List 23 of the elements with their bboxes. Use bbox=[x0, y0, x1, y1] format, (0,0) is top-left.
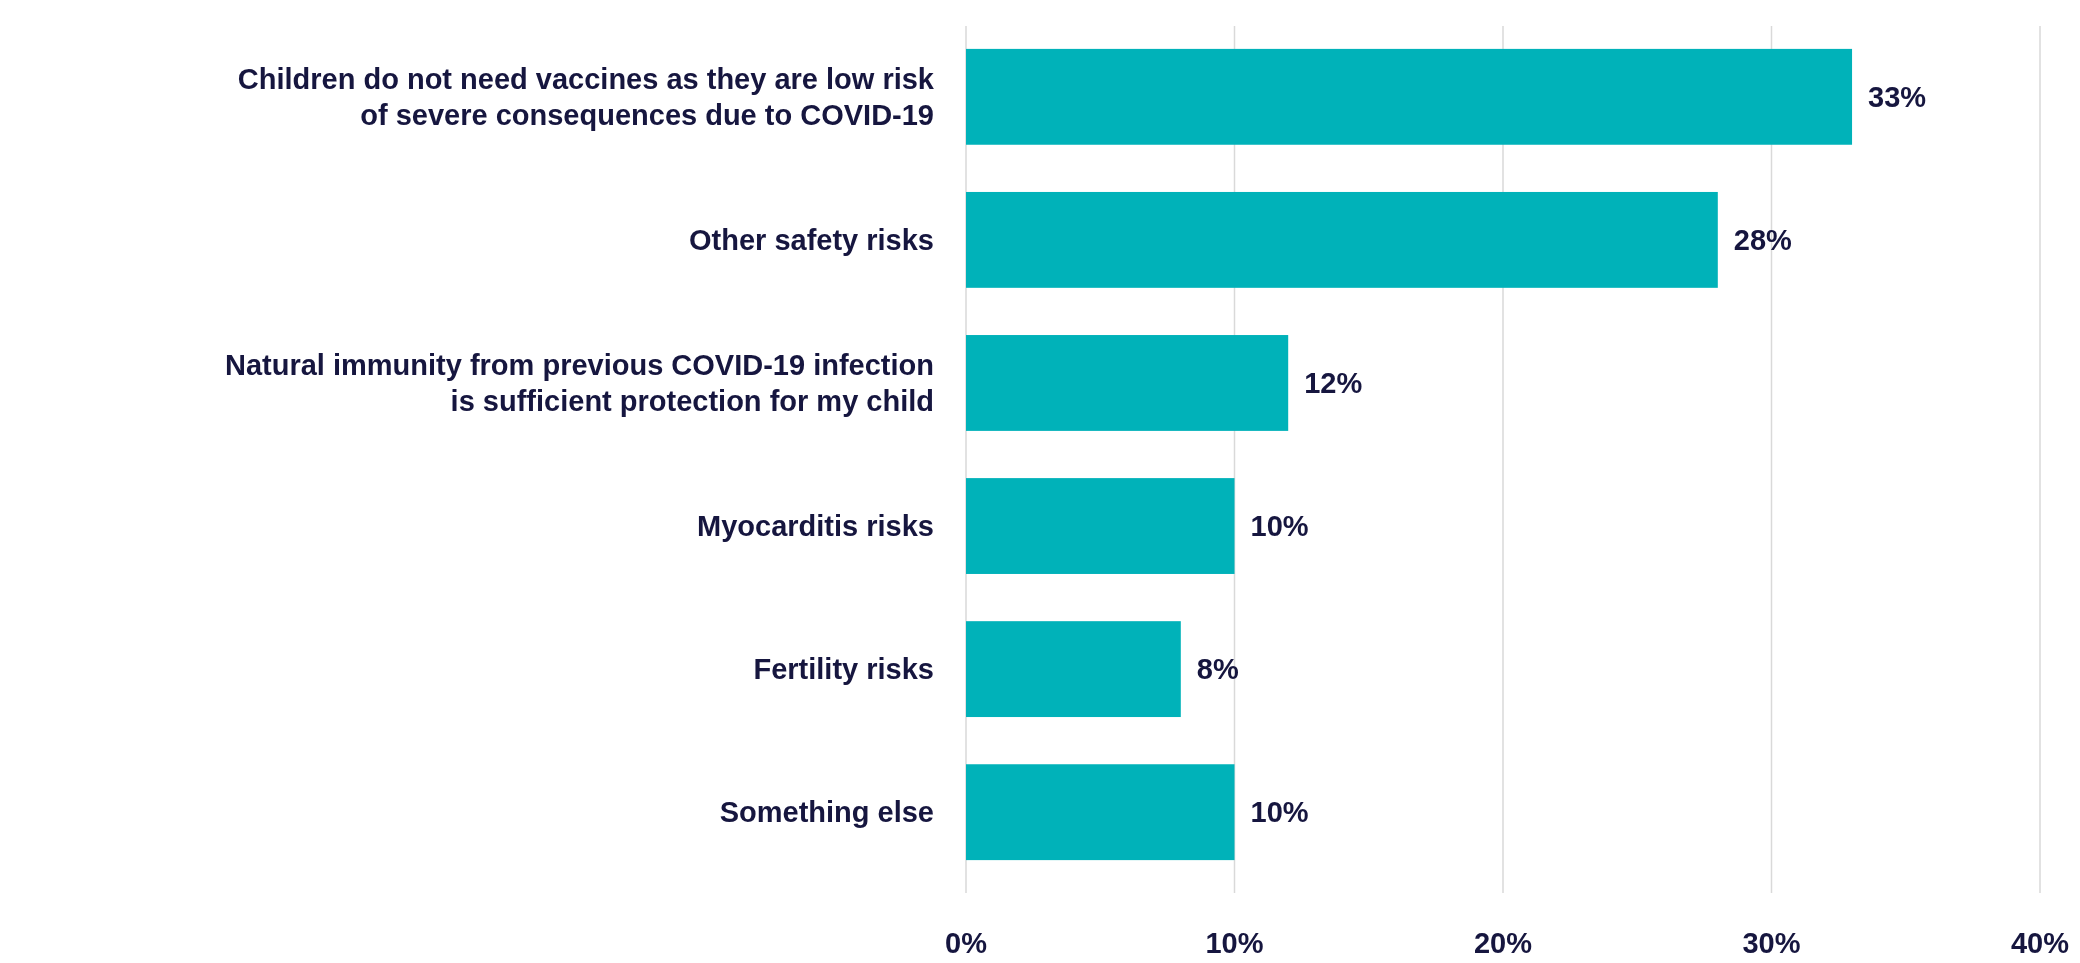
data-label: 28% bbox=[1733, 223, 1793, 256]
bar bbox=[966, 335, 1289, 431]
y-tick-label: Fertility risks bbox=[753, 653, 934, 686]
data-label: 33% bbox=[1868, 80, 1927, 113]
y-tick-label: Something else bbox=[719, 796, 934, 829]
y-tick-label: Other safety risks bbox=[688, 223, 934, 256]
bar bbox=[966, 478, 1235, 574]
x-tick-label: 10% bbox=[1205, 927, 1264, 959]
y-tick-label: Myocarditis risks bbox=[697, 510, 934, 543]
x-tick-label: 30% bbox=[1742, 927, 1801, 959]
x-tick-label: 20% bbox=[1473, 927, 1533, 959]
x-tick-label: 0% bbox=[945, 927, 988, 959]
bar bbox=[966, 764, 1235, 861]
bar bbox=[966, 191, 1718, 288]
data-label: 8% bbox=[1196, 653, 1239, 686]
bar bbox=[966, 48, 1853, 145]
x-tick-label: 40% bbox=[2010, 927, 2070, 959]
bar bbox=[966, 621, 1181, 718]
data-label: 10% bbox=[1250, 796, 1309, 829]
data-label: 12% bbox=[1304, 366, 1363, 399]
data-label: 10% bbox=[1250, 510, 1309, 543]
y-tick-label: Children do not need vaccines as they are low risk of severe consequences due to COVID-19 bbox=[237, 62, 935, 131]
y-tick-label: Natural immunity from previous COVID-19 infection is sufficient protection for my child bbox=[225, 348, 934, 417]
